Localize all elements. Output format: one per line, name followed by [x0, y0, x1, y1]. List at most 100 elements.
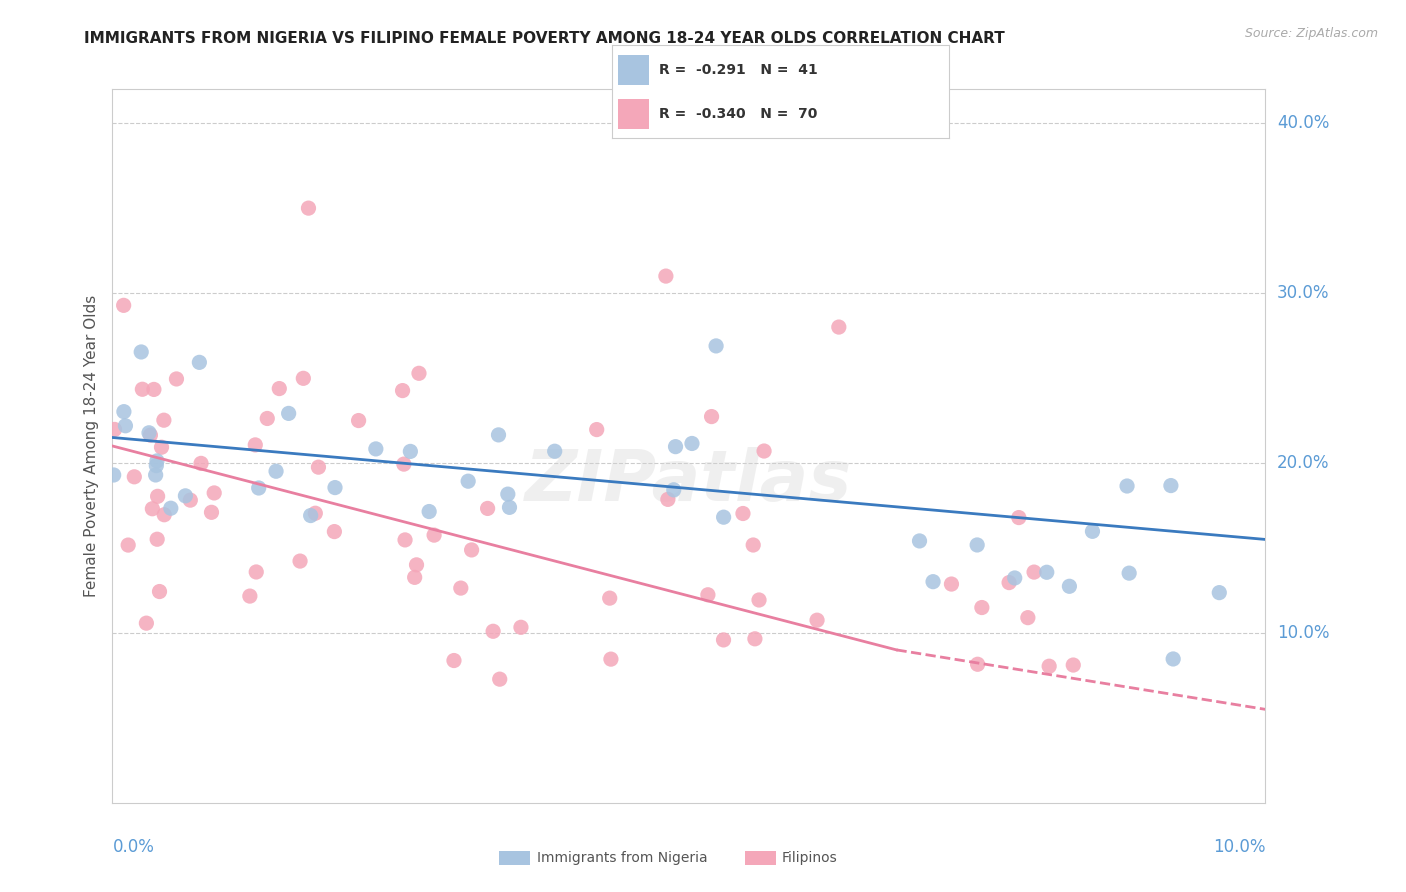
Point [704, 339, 727, 353]
Point [423, 528, 446, 542]
Point [159, 501, 181, 516]
Point [174, 489, 197, 503]
Point [966, 538, 988, 552]
Point [239, 589, 262, 603]
Point [585, 423, 607, 437]
Point [138, 425, 160, 440]
Point [1022, 565, 1045, 579]
Point [457, 474, 479, 488]
Point [347, 413, 370, 427]
Point [245, 565, 267, 579]
Point [510, 620, 533, 634]
Point [482, 624, 505, 639]
Point [124, 470, 146, 484]
Point [408, 367, 430, 381]
Point [681, 436, 703, 450]
Point [941, 577, 963, 591]
Point [1081, 524, 1104, 539]
Point [752, 444, 775, 458]
Point [998, 575, 1021, 590]
Text: R =  -0.340   N =  70: R = -0.340 N = 70 [659, 107, 817, 121]
Point [600, 652, 623, 666]
Point [1161, 652, 1184, 666]
Point [269, 382, 291, 396]
Point [1160, 478, 1182, 492]
Point [392, 457, 415, 471]
Point [112, 404, 135, 418]
Point [394, 533, 416, 547]
Point [188, 355, 211, 369]
Text: Source: ZipAtlas.com: Source: ZipAtlas.com [1244, 27, 1378, 40]
Point [202, 486, 225, 500]
Point [1017, 610, 1039, 624]
Point [488, 428, 510, 442]
Point [744, 632, 766, 646]
Point [117, 538, 139, 552]
Point [806, 613, 828, 627]
Point [966, 657, 988, 672]
Text: IMMIGRANTS FROM NIGERIA VS FILIPINO FEMALE POVERTY AMONG 18-24 YEAR OLDS CORRELA: IMMIGRANTS FROM NIGERIA VS FILIPINO FEMA… [84, 31, 1005, 46]
Text: 10.0%: 10.0% [1213, 838, 1265, 856]
Point [1116, 479, 1139, 493]
Point [277, 406, 299, 420]
Text: 0.0%: 0.0% [112, 838, 155, 856]
Point [146, 489, 169, 503]
Y-axis label: Female Poverty Among 18-24 Year Olds: Female Poverty Among 18-24 Year Olds [83, 295, 98, 597]
Point [664, 440, 686, 454]
Point [544, 444, 567, 458]
Point [391, 384, 413, 398]
Text: R =  -0.291   N =  41: R = -0.291 N = 41 [659, 63, 818, 77]
Point [142, 383, 165, 397]
Point [297, 201, 319, 215]
Point [1208, 585, 1230, 599]
Point [405, 558, 427, 572]
Text: Filipinos: Filipinos [782, 851, 838, 865]
Text: 40.0%: 40.0% [1277, 114, 1329, 132]
Point [129, 345, 152, 359]
Point [742, 538, 765, 552]
Point [696, 588, 718, 602]
Point [131, 382, 153, 396]
Point [655, 269, 678, 284]
Point [256, 411, 278, 425]
Point [264, 464, 287, 478]
Point [970, 600, 993, 615]
Point [443, 654, 465, 668]
Point [700, 409, 723, 424]
Point [139, 428, 162, 442]
Point [307, 460, 329, 475]
Point [112, 298, 135, 312]
Point [141, 501, 163, 516]
Point [599, 591, 621, 606]
Point [713, 510, 735, 524]
Text: 20.0%: 20.0% [1277, 454, 1330, 472]
Point [247, 481, 270, 495]
Point [150, 440, 173, 454]
Point [713, 632, 735, 647]
Point [145, 458, 167, 473]
Point [399, 444, 422, 458]
Point [488, 672, 510, 686]
Point [153, 508, 176, 522]
Point [153, 413, 176, 427]
Point [1062, 658, 1084, 673]
Point [418, 504, 440, 518]
Point [148, 584, 170, 599]
Point [498, 500, 520, 515]
Point [292, 371, 315, 385]
Point [1059, 579, 1081, 593]
Point [190, 456, 212, 470]
FancyBboxPatch shape [619, 55, 648, 85]
Point [146, 454, 169, 468]
Point [1118, 566, 1140, 581]
Point [404, 570, 426, 584]
Point [103, 422, 125, 436]
Point [731, 507, 754, 521]
Point [200, 505, 222, 519]
Point [114, 418, 136, 433]
Text: 10.0%: 10.0% [1277, 624, 1330, 642]
Point [828, 320, 851, 334]
Point [179, 493, 201, 508]
Point [135, 616, 157, 631]
Point [922, 574, 945, 589]
